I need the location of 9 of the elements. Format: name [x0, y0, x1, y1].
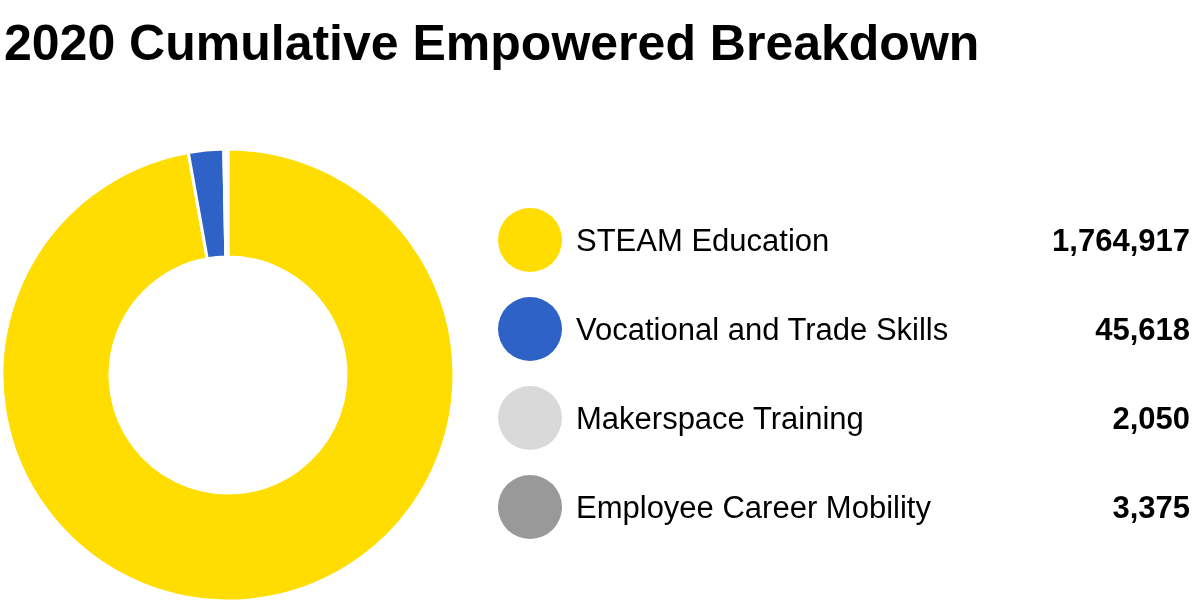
legend-label: Vocational and Trade Skills — [576, 312, 949, 347]
legend-label: Makerspace Training — [576, 401, 864, 436]
chart-title: 2020 Cumulative Empowered Breakdown — [4, 15, 980, 71]
legend-label: Employee Career Mobility — [576, 490, 932, 525]
data-label: 2,050 — [1112, 401, 1190, 436]
data-label: 3,375 — [1112, 490, 1190, 525]
legend-label: STEAM Education — [576, 223, 830, 258]
data-label: 45,618 — [1095, 312, 1190, 347]
data-label: 1,764,917 — [1052, 223, 1190, 258]
